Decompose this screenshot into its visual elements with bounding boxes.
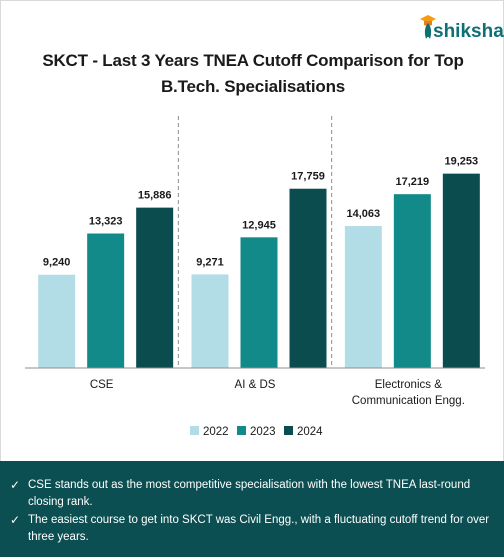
legend-swatch [237,426,246,435]
bar [87,233,125,368]
chart-title-line-2: B.Tech. Specialisations [160,77,346,96]
bar [344,226,382,368]
data-label: 13,323 [89,216,123,228]
summary-panel: ✓ CSE stands out as the most competitive… [0,461,504,557]
bar [240,237,278,368]
bar [442,173,480,368]
data-label: 9,271 [196,256,224,268]
data-label: 17,219 [396,176,430,188]
legend-swatch [190,426,199,435]
legend-swatch [284,426,293,435]
bar [289,188,327,368]
data-label: 14,063 [347,208,381,220]
summary-text-2: The easiest course to get into SKCT was … [28,514,490,543]
bar [136,207,174,368]
data-label: 15,886 [138,190,172,202]
data-label: 19,253 [445,156,479,168]
bar [191,274,229,368]
category-label: AI & DS [235,379,276,391]
brand-name: shiksha [433,21,504,42]
chart-title-line-1: SKCT - Last 3 Years TNEA Cutoff Comparis… [42,51,464,70]
check-icon: ✓ [10,478,21,492]
bar [393,194,431,368]
category-label: CSE [90,379,114,391]
category-label: Communication Engg. [352,395,465,407]
data-label: 17,759 [291,171,325,183]
legend-label: 2024 [297,426,323,438]
legend-label: 2022 [203,426,229,438]
data-label: 9,240 [43,257,71,269]
category-label: Electronics & [375,379,442,391]
data-label: 12,945 [242,219,276,231]
chart-title: SKCT - Last 3 Years TNEA Cutoff Comparis… [21,48,485,100]
summary-bullet-2: ✓ The easiest course to get into SKCT wa… [10,512,494,546]
graduation-cap-icon [420,15,436,39]
summary-text-1: CSE stands out as the most competitive s… [28,479,471,508]
bar [38,274,76,368]
check-icon: ✓ [10,513,21,527]
bar-chart: 9,240 13,323 15,886 CSE 9,271 12,945 17,759 AI … [25,116,485,438]
summary-bullet-1: ✓ CSE stands out as the most competitive… [10,477,494,511]
legend-label: 2023 [250,426,276,438]
shiksha-logo: shiksha [417,11,504,47]
